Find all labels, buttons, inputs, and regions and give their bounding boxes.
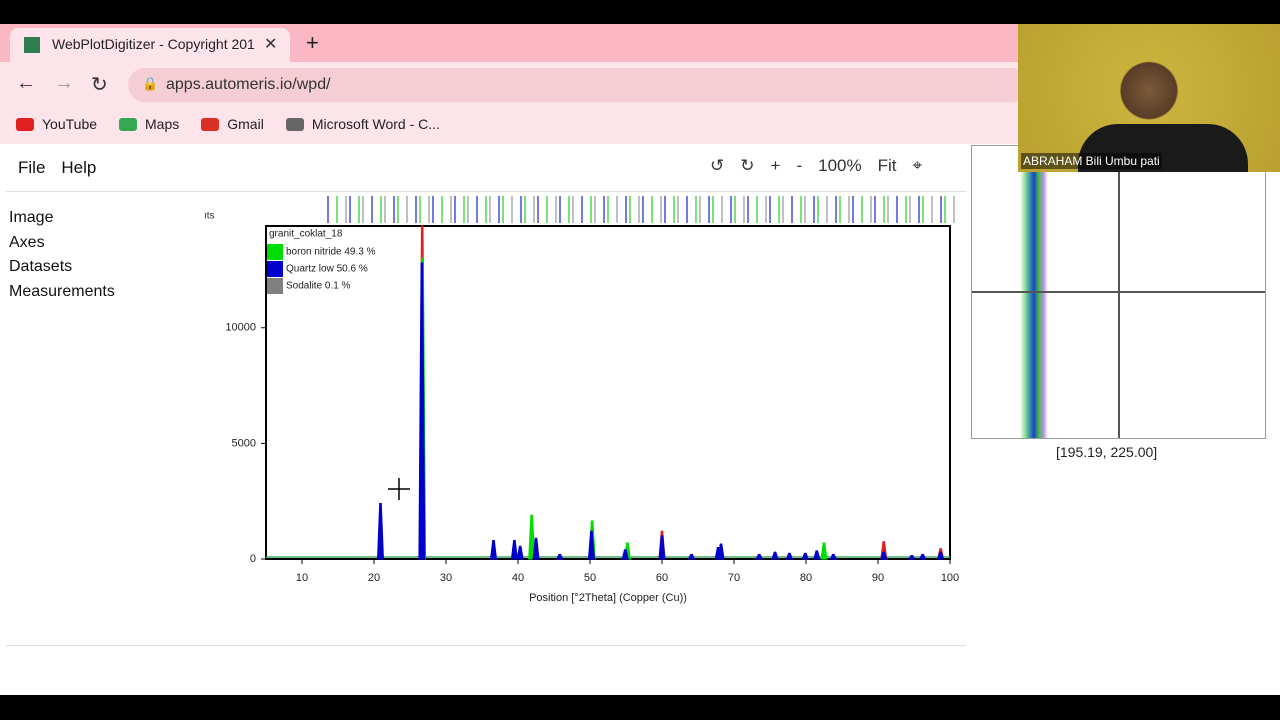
sidebar: Image Axes Datasets Measurements [9,206,115,304]
bookmark-label: Maps [145,116,180,132]
legend-label: Sodalite 0.1 % [286,281,351,292]
menu: File Help [18,158,96,178]
bookmark[interactable]: Maps [119,114,179,134]
peak [687,553,696,560]
tool-button[interactable]: ↻ [740,156,755,175]
peak [771,551,779,560]
tool-button[interactable]: Fit [877,156,897,175]
tool-button[interactable]: + [770,156,781,175]
peak [785,552,794,560]
plot-frame [265,225,951,560]
y-tick-label: 0 [250,553,256,565]
x-tick-label: 20 [368,572,380,584]
menu-bar: File Help ↺ ↻ + -100% Fit ⌖ [0,144,1018,192]
peak [658,535,666,560]
cursor [388,478,410,500]
bookmark-icon [119,117,138,131]
divider [6,645,966,646]
letterbox-bottom [0,695,1280,720]
y-tick-label: 10000 [225,322,256,334]
peak [532,537,540,560]
bookmark-label: Microsoft Word - C... [311,116,440,132]
bookmark-icon [16,117,34,131]
crosshair-h [972,291,1265,293]
new-tab[interactable]: + [306,30,319,55]
peak [755,553,763,560]
peak [820,542,828,560]
letterbox-top [0,0,1280,24]
forward[interactable]: → [54,72,74,94]
peak [907,555,916,560]
peak [621,549,629,560]
tool-button[interactable]: - [796,156,803,175]
zoom-panel [971,145,1266,439]
peak [717,543,725,560]
x-axis-label: Position [°2Theta] (Copper (Cu)) [529,592,687,604]
peak [510,540,518,560]
menu-item[interactable]: File [18,158,46,177]
tab-close[interactable]: ✕ [264,36,278,53]
back[interactable]: ← [16,72,36,94]
peak [918,553,927,560]
x-tick-label: 30 [440,572,452,584]
webcam-feed: ABRAHAM Bili Umbu pati [1018,24,1280,172]
bookmark[interactable]: Microsoft Word - C... [285,114,440,134]
x-tick-label: 40 [512,572,524,584]
participant-name: ABRAHAM Bili Umbu pati [1021,153,1162,169]
legend-title: granit_coklat_18 [269,229,343,240]
zoom-tools: ↺ ↻ + -100% Fit ⌖ [706,156,926,176]
bookmark-icon [201,117,220,131]
axis-label-fragment: ıts [204,211,215,222]
legend-label: boron nitride 49.3 % [286,247,376,258]
cursor-coordinates: [195.19, 225.00] [1056,444,1158,460]
bookmark-icon [285,117,304,131]
peak [418,262,426,560]
peak [489,540,498,560]
x-tick-label: 90 [872,572,884,584]
sidebar-item[interactable]: Measurements [9,282,115,300]
peak [829,553,838,560]
tab-title: WebPlotDigitizer - Copyright 201 [52,36,255,52]
legend-swatch [267,244,283,260]
x-tick-label: 80 [800,572,812,584]
tab[interactable]: WebPlotDigitizer - Copyright 201 ✕ [10,28,290,62]
lock-icon: 🔒 [142,76,159,91]
legend-label: Quartz low 50.6 % [286,264,368,275]
bookmarks-bar: YouTube Maps Gmail Microsoft Word - C... [16,114,440,134]
peak [880,551,888,560]
reload[interactable]: ↻ [91,74,108,96]
tool-button[interactable]: ⌖ [912,156,923,175]
peak [555,553,564,560]
bookmark-label: Gmail [227,116,264,132]
bookmark[interactable]: YouTube [16,114,97,134]
divider [6,191,966,192]
peak [587,530,595,560]
peak [936,551,945,560]
y-tick-label: 5000 [232,437,256,449]
bookmark-label: YouTube [42,116,98,132]
x-tick-label: 70 [728,572,740,584]
tool-button[interactable]: ↺ [710,156,725,175]
legend-swatch [267,278,283,294]
url: apps.automeris.io/wpd/ [166,76,331,93]
bookmark[interactable]: Gmail [201,114,264,134]
address-bar[interactable]: 🔒 apps.automeris.io/wpd/ [128,68,1028,102]
menu-item[interactable]: Help [61,158,97,177]
x-tick-label: 60 [656,572,668,584]
tool-button[interactable]: 100% [818,156,862,175]
x-tick-label: 100 [941,572,959,584]
peak [801,552,810,560]
sidebar-item[interactable]: Datasets [9,258,73,275]
x-tick-label: 50 [584,572,596,584]
peak [376,503,385,560]
legend-swatch [267,261,283,277]
peak [516,545,524,560]
sidebar-item[interactable]: Image [9,209,54,226]
plot-image: ıts 0 5000 10000 10 20 30 40 50 60 70 80 90 100 Positi… [204,196,959,604]
peak [813,550,821,560]
x-tick-label: 10 [296,572,308,584]
tab-icon [24,37,40,53]
sidebar-item[interactable]: Axes [9,233,45,251]
